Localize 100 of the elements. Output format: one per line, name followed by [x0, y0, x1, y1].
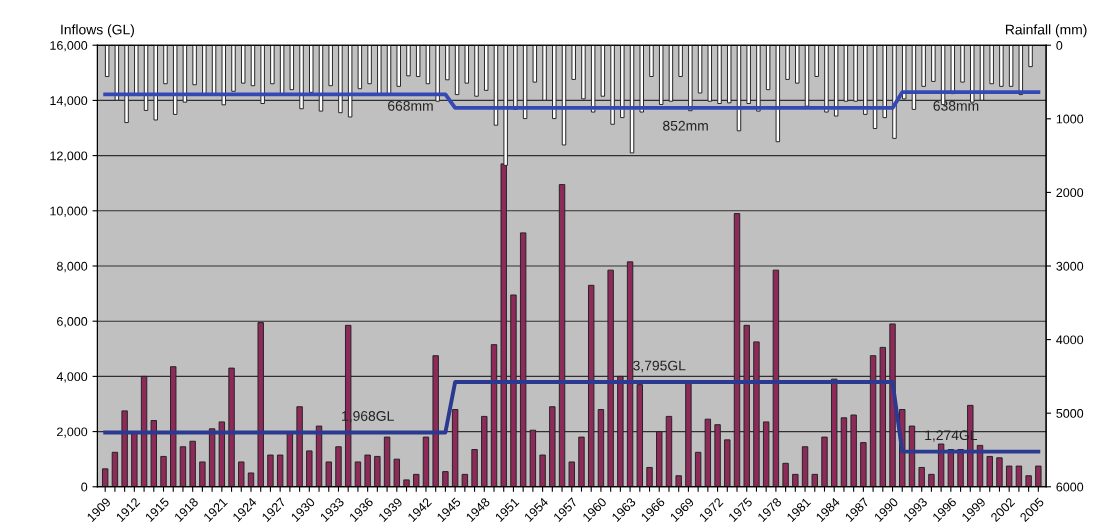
bar: [970, 45, 975, 103]
bar: [889, 323, 896, 487]
bar: [607, 269, 614, 487]
bar: [626, 261, 634, 487]
bar: [532, 45, 538, 83]
bar: [811, 473, 818, 487]
bar: [578, 436, 585, 487]
bar: [228, 367, 235, 487]
bar: [746, 45, 751, 104]
y-tick-label: 10,000: [50, 206, 88, 217]
bar: [999, 45, 1004, 87]
bar: [879, 346, 887, 487]
y-tick-label: 12,000: [50, 151, 88, 162]
y2-tick-label: 0: [1056, 41, 1063, 50]
bar: [464, 45, 470, 84]
bar: [393, 458, 401, 487]
bar: [309, 45, 314, 93]
bar: [833, 45, 839, 117]
bar: [568, 461, 575, 487]
bar: [960, 45, 965, 83]
bar: [104, 45, 110, 77]
bar: [717, 45, 722, 104]
annotation: 638mm: [933, 100, 979, 111]
bar: [733, 213, 741, 487]
bar: [646, 466, 653, 487]
annotation: 668mm: [388, 100, 433, 111]
bar: [296, 406, 303, 487]
bar: [590, 45, 596, 113]
bar: [753, 341, 760, 487]
bar: [432, 355, 439, 487]
bar: [238, 461, 245, 487]
bar: [860, 442, 867, 487]
bar: [483, 45, 489, 91]
bar: [335, 446, 342, 487]
bar: [869, 355, 877, 487]
bar: [247, 472, 255, 487]
bar: [231, 45, 236, 92]
bar: [179, 446, 187, 487]
bar: [367, 45, 372, 85]
bar: [522, 45, 528, 120]
y2-axis-title: Rainfall (mm): [1005, 24, 1087, 38]
bar: [928, 473, 935, 487]
bar: [1035, 465, 1042, 487]
bar: [824, 45, 829, 113]
bar: [986, 455, 993, 487]
bar: [306, 450, 313, 487]
bar: [260, 45, 265, 104]
bar: [445, 45, 450, 81]
annotation: 3,795GL: [633, 360, 686, 373]
bar: [276, 454, 284, 487]
bar: [471, 449, 478, 487]
bar: [571, 45, 576, 80]
bar: [150, 420, 158, 487]
bar: [775, 45, 781, 143]
bar: [124, 45, 129, 124]
bar: [101, 468, 109, 487]
bar: [289, 45, 295, 91]
bar: [863, 45, 868, 115]
bar: [163, 45, 168, 85]
bar: [442, 471, 449, 487]
bar: [688, 45, 693, 112]
bar: [726, 45, 732, 104]
annotation: 852mm: [663, 120, 708, 131]
bar: [792, 473, 799, 487]
bar: [996, 457, 1003, 487]
bar: [328, 45, 333, 87]
y-tick-label: 2,000: [57, 427, 88, 438]
bar: [840, 417, 848, 487]
bar: [192, 45, 197, 86]
bar: [354, 461, 362, 487]
bar: [795, 45, 800, 84]
bar: [610, 45, 615, 125]
bar: [539, 454, 546, 487]
bar: [558, 184, 566, 487]
y-tick-label: 6,000: [57, 317, 88, 328]
bar: [172, 45, 178, 115]
bar: [675, 475, 682, 487]
bar: [542, 45, 547, 101]
y-axis-title: Inflows (GL): [61, 24, 134, 38]
bar: [656, 431, 663, 487]
bar: [665, 415, 673, 487]
bar: [617, 375, 624, 487]
bar: [170, 366, 177, 487]
bar: [714, 424, 721, 487]
bar: [270, 45, 275, 85]
bar: [481, 415, 488, 487]
bar: [931, 45, 936, 82]
bar: [636, 384, 644, 487]
y2-tick-label: 3000: [1056, 261, 1084, 271]
y-tick-label: 16,000: [50, 41, 88, 52]
bar: [658, 45, 664, 105]
bar: [111, 451, 119, 487]
bar: [597, 409, 605, 487]
bar: [413, 473, 420, 487]
y2-tick-label: 1000: [1056, 114, 1084, 124]
bar: [782, 462, 789, 487]
bar: [474, 45, 479, 97]
y-tick-label: 0: [81, 482, 88, 492]
bar: [762, 421, 770, 487]
bar: [694, 451, 702, 487]
